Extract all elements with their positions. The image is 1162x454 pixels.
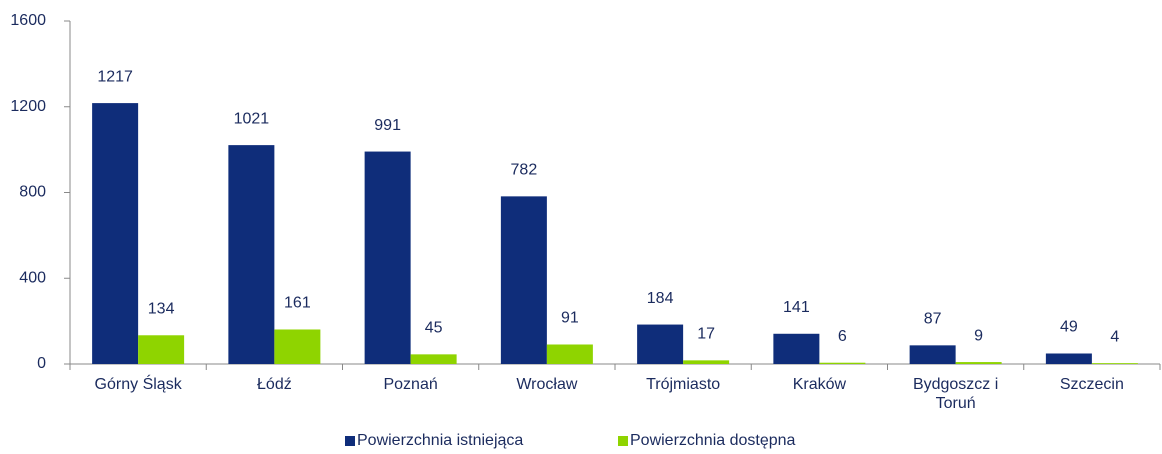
value-label: 4 <box>1110 328 1119 345</box>
bar <box>228 145 275 364</box>
bar <box>410 354 457 364</box>
bar <box>274 329 321 364</box>
legend-swatch <box>345 436 355 446</box>
bar <box>1045 353 1092 364</box>
legend-label: Powierzchnia dostępna <box>630 432 796 449</box>
x-tick-label: Poznań <box>383 376 438 393</box>
bar <box>909 345 956 364</box>
y-tick-label: 1600 <box>10 12 46 29</box>
value-label: 6 <box>838 328 847 345</box>
bar <box>92 103 139 364</box>
value-label: 991 <box>374 117 401 134</box>
value-label: 45 <box>425 320 443 337</box>
value-label: 1021 <box>234 110 270 127</box>
x-tick-label: Górny Śląsk <box>94 376 182 393</box>
value-label: 91 <box>561 310 579 327</box>
value-label: 17 <box>697 326 715 343</box>
bar <box>773 333 820 364</box>
bar <box>1091 363 1138 364</box>
bar <box>819 362 866 364</box>
value-label: 141 <box>783 299 810 316</box>
bar <box>500 196 547 364</box>
x-tick-label: Bydgoszcz i Toruń <box>912 376 999 412</box>
bar <box>138 335 185 364</box>
bar <box>683 360 730 364</box>
legend-label: Powierzchnia istniejąca <box>357 432 523 449</box>
x-tick-label: Łódź <box>257 376 292 393</box>
bar <box>955 362 1002 364</box>
value-label: 9 <box>974 327 983 344</box>
y-tick-label: 400 <box>19 269 46 286</box>
value-label: 1217 <box>97 68 133 85</box>
value-label: 134 <box>148 300 175 317</box>
legend-swatch <box>618 436 628 446</box>
y-tick-label: 1200 <box>10 98 46 115</box>
x-tick-label: Wrocław <box>516 376 578 393</box>
bar <box>364 151 411 364</box>
x-tick-label: Szczecin <box>1059 376 1124 393</box>
bar <box>546 344 593 364</box>
value-label: 161 <box>284 295 311 312</box>
value-label: 49 <box>1060 319 1078 336</box>
value-label: 184 <box>647 290 674 307</box>
y-tick-label: 800 <box>19 184 46 201</box>
y-tick-label: 0 <box>37 355 46 372</box>
x-tick-label: Trójmiasto <box>646 376 721 393</box>
value-label: 782 <box>511 162 538 179</box>
bar <box>637 324 684 364</box>
value-label: 87 <box>924 311 942 328</box>
x-tick-label: Kraków <box>792 376 847 393</box>
